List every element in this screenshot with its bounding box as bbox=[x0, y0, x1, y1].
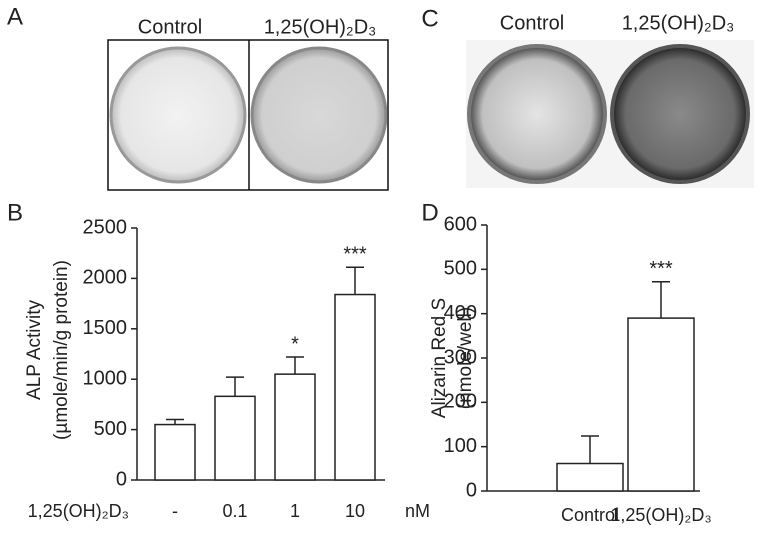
panel-label: D bbox=[421, 199, 438, 226]
bar bbox=[627, 317, 695, 492]
x-axis-label: 1,25(OH)₂D₃ bbox=[28, 501, 129, 521]
y-tick-label: 100 bbox=[444, 435, 477, 457]
y-axis-label: ALP Activity bbox=[24, 300, 45, 400]
photo-a bbox=[107, 39, 389, 191]
y-tick-label: 500 bbox=[94, 418, 127, 440]
photo-label: Control bbox=[138, 16, 202, 38]
x-tick-label: 1,25(OH)₂D₃ bbox=[610, 505, 711, 525]
y-axis-label: Alizarin Red S bbox=[429, 298, 450, 418]
bar bbox=[154, 423, 196, 481]
y-tick-label: 2500 bbox=[83, 216, 128, 238]
y-tick-label: 0 bbox=[116, 468, 127, 490]
y-tick-label: 500 bbox=[444, 258, 477, 280]
bar bbox=[556, 462, 624, 492]
panel-label: B bbox=[7, 199, 23, 226]
x-tick-label: Control bbox=[561, 505, 619, 525]
y-tick-label: 200 bbox=[444, 391, 477, 413]
significance: *** bbox=[343, 244, 367, 266]
y-tick-label: 300 bbox=[444, 346, 477, 368]
y-axis-label: (nmole/well) bbox=[455, 307, 476, 409]
y-tick-label: 0 bbox=[466, 479, 477, 501]
x-tick-label: 1 bbox=[290, 501, 300, 521]
bar bbox=[214, 395, 256, 481]
y-tick-label: 2000 bbox=[83, 267, 128, 289]
photo-c bbox=[466, 40, 754, 188]
bar bbox=[274, 373, 316, 481]
y-tick-label: 1000 bbox=[83, 367, 128, 389]
y-tick-label: 400 bbox=[444, 302, 477, 324]
x-tick-label: - bbox=[172, 501, 178, 521]
y-tick-label: 1500 bbox=[83, 317, 128, 339]
panel-label: A bbox=[7, 3, 23, 30]
bar bbox=[334, 293, 376, 481]
panel-label: C bbox=[421, 5, 438, 32]
photo-label: Control bbox=[500, 12, 564, 34]
x-tick-label: 0.1 bbox=[222, 501, 247, 521]
significance: *** bbox=[649, 258, 673, 280]
x-unit: nM bbox=[405, 501, 430, 521]
y-axis-label: (µmole/min/g protein) bbox=[51, 260, 72, 440]
photo-label: 1,25(OH)₂D₃ bbox=[264, 16, 377, 38]
x-tick-label: 10 bbox=[345, 501, 365, 521]
photo-label: 1,25(OH)₂D₃ bbox=[622, 12, 735, 34]
y-tick-label: 600 bbox=[444, 213, 477, 235]
significance: * bbox=[291, 333, 299, 355]
